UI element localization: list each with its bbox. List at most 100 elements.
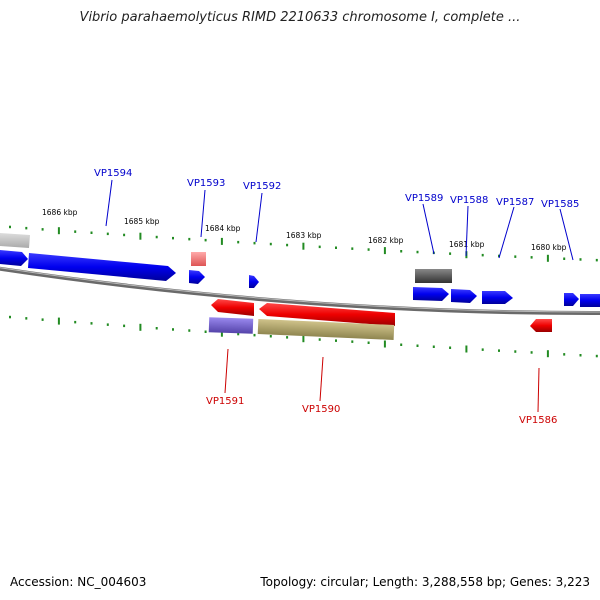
gene-label-vp1593[interactable]: VP1593 (187, 178, 225, 189)
scale-tick-minor (416, 250, 419, 254)
scale-tick-minor (188, 237, 191, 241)
callout-line (537, 367, 540, 413)
chromosome-backbone (0, 266, 600, 316)
scale-tick-minor (514, 255, 517, 258)
scale-tick-minor (432, 345, 435, 348)
callout-line (105, 179, 113, 227)
scale-tick-minor (204, 330, 207, 333)
scale-tick-minor (106, 323, 109, 326)
gene-label-vp1592[interactable]: VP1592 (243, 181, 281, 192)
callout-line (559, 208, 574, 261)
scale-tick-minor (335, 246, 337, 249)
gene-label-vp1590[interactable]: VP1590 (302, 404, 340, 415)
scale-tick-minor (90, 322, 93, 325)
scale-tick-minor (172, 328, 174, 331)
scale-tick-minor (416, 344, 419, 347)
gene-arrow-vp1586[interactable] (530, 319, 552, 332)
gene-block-pseudo[interactable] (191, 252, 206, 266)
scale-tick-minor (253, 333, 256, 337)
scale-tick-minor (90, 231, 93, 234)
scale-tick-minor (351, 247, 354, 250)
gene-label-vp1591[interactable]: VP1591 (206, 396, 244, 407)
scale-tick-minor (269, 242, 272, 246)
scale-tick-minor (106, 232, 109, 236)
gene-arrow-vp1594[interactable] (28, 253, 176, 281)
gene-arrow-vp1588[interactable] (451, 289, 477, 303)
scale-tick-minor (237, 240, 240, 244)
scale-tick-minor (579, 354, 582, 357)
gene-block-gray[interactable] (415, 269, 452, 283)
callout-line (465, 205, 469, 257)
scale-tick-minor (530, 256, 533, 259)
topology-summary: Topology: circular; Length: 3,288,558 bp… (260, 575, 590, 589)
scale-tick-major (546, 350, 549, 358)
gene-arrow-vp1589[interactable] (413, 287, 449, 301)
scale-tick-minor (498, 349, 500, 352)
scale-label: 1680 kbp (531, 243, 567, 252)
gene-arrow-reverse[interactable] (211, 299, 254, 316)
callout-line (319, 356, 324, 402)
scale-tick-minor (563, 257, 566, 260)
scale-tick-minor (9, 225, 11, 229)
scale-tick-major (302, 335, 305, 343)
scale-tick-minor (188, 329, 191, 332)
scale-label: 1682 kbp (368, 236, 404, 245)
scale-tick-minor (367, 341, 370, 344)
scale-tick-minor (172, 236, 174, 240)
gene-arrow-vp1590[interactable] (259, 303, 395, 326)
scale-tick-minor (530, 351, 533, 354)
scale-tick-minor (481, 348, 484, 351)
scale-tick-minor (563, 353, 566, 356)
scale-label: 1684 kbp (205, 224, 241, 233)
gene-label-vp1589[interactable]: VP1589 (405, 193, 443, 204)
gene-arrow-vp1593[interactable] (189, 270, 205, 284)
scale-label: 1683 kbp (286, 231, 322, 240)
gene-label-vp1588[interactable]: VP1588 (450, 195, 488, 206)
gene-label-vp1594[interactable]: VP1594 (94, 168, 132, 179)
gene-arrow-vp1587[interactable] (482, 291, 513, 304)
gene-arrow-vp1585[interactable] (564, 293, 579, 306)
gene-label-vp1585[interactable]: VP1585 (541, 199, 579, 210)
scale-tick-minor (286, 336, 289, 339)
gene-arrow-forward[interactable] (0, 250, 28, 266)
scale-tick-minor (74, 230, 77, 233)
scale-tick-minor (595, 354, 598, 358)
scale-tick-minor (41, 228, 44, 231)
scale-ticks-lower (9, 315, 598, 358)
scale-label: 1686 kbp (42, 208, 78, 217)
gene-arrow-light-gray[interactable] (0, 233, 30, 248)
scale-tick-minor (253, 241, 256, 245)
scale-tick-minor (595, 258, 598, 262)
gene-label-vp1587[interactable]: VP1587 (496, 197, 534, 208)
scale-tick-major (220, 329, 223, 337)
scale-tick-major (57, 317, 60, 325)
scale-tick-minor (514, 350, 517, 353)
scale-tick-minor (269, 335, 272, 338)
gene-arrow-vp1592[interactable] (249, 275, 259, 288)
scale-tick-major (546, 254, 549, 262)
map-title: Vibrio parahaemolyticus RIMD 2210633 chr… (79, 10, 521, 25)
scale-tick-minor (318, 338, 321, 341)
scale-tick-minor (286, 243, 289, 247)
scale-tick-minor (449, 346, 452, 349)
gene-arrow-forward-edge[interactable] (580, 294, 600, 307)
callout-line (200, 189, 206, 238)
gene-label-vp1586[interactable]: VP1586 (519, 415, 557, 426)
gene-block-olive[interactable] (257, 319, 395, 340)
callout-line (255, 192, 263, 243)
accession-text: Accession: NC_004603 (10, 575, 147, 589)
scale-tick-minor (481, 253, 484, 257)
scale-tick-minor (351, 340, 354, 343)
scale-tick-minor (9, 315, 11, 319)
scale-tick-minor (367, 248, 370, 251)
callout-line (224, 348, 229, 394)
scale-tick-minor (449, 252, 452, 255)
scale-tick-major (139, 323, 142, 331)
scale-tick-major (383, 247, 386, 255)
gene-block-purple[interactable] (208, 317, 254, 334)
scale-tick-minor (123, 324, 126, 328)
scale-label: 1685 kbp (124, 217, 160, 226)
scale-tick-major (465, 345, 468, 353)
scale-tick-minor (318, 245, 321, 249)
